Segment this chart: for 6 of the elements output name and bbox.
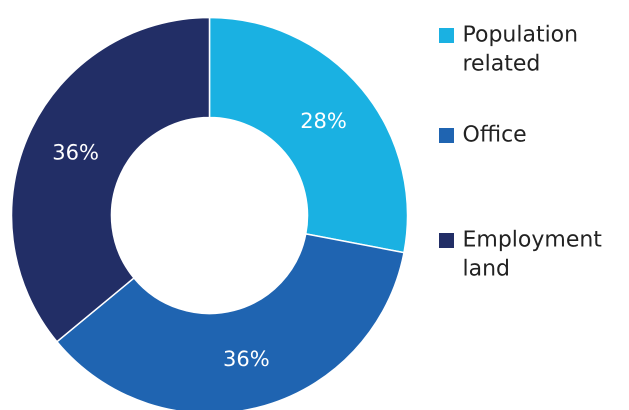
legend-label: Office (462, 122, 527, 148)
data-label: 28% (300, 109, 347, 134)
legend-label: Population related (462, 22, 578, 76)
legend-label: Employment land (462, 228, 602, 282)
data-label: 36% (52, 140, 99, 164)
data-label: 36% (222, 346, 270, 371)
